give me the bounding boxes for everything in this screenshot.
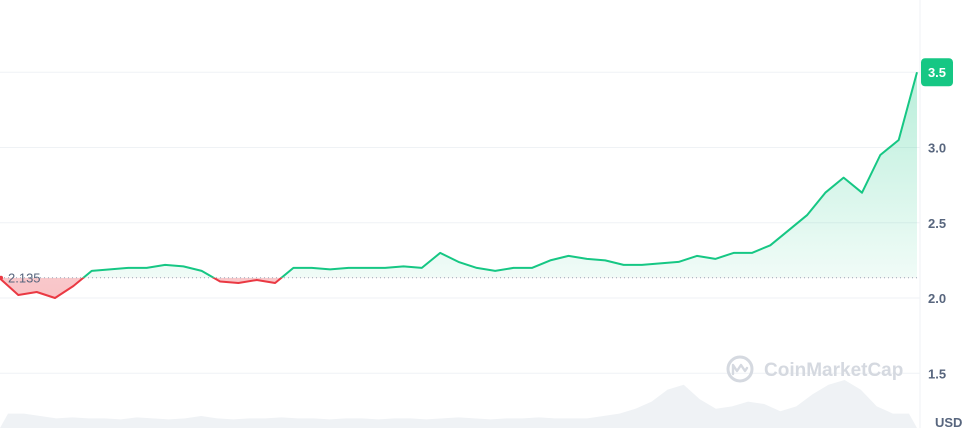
baseline-marker: 2.135 bbox=[0, 271, 41, 286]
baseline-label: 2.135 bbox=[8, 271, 41, 286]
volume-area bbox=[0, 380, 917, 428]
y-tick-label: 3.0 bbox=[928, 141, 946, 156]
y-tick-label: 1.5 bbox=[928, 366, 946, 381]
price-line bbox=[0, 71, 918, 299]
price-line-up bbox=[81, 71, 918, 278]
area-fill-down bbox=[0, 277, 282, 298]
y-tick-label: 2.5 bbox=[928, 216, 946, 231]
price-area bbox=[0, 72, 917, 298]
baseline-dot bbox=[0, 275, 3, 280]
y-tick-label: 2.0 bbox=[928, 291, 946, 306]
area-fill-up bbox=[0, 72, 917, 278]
coinmarketcap-watermark: CoinMarketCap bbox=[726, 355, 903, 383]
volume-bars bbox=[0, 380, 917, 428]
current-price-badge: 3.5 bbox=[921, 58, 953, 87]
watermark-text: CoinMarketCap bbox=[764, 360, 903, 381]
y-axis-ticks: 3.0 2.5 2.0 1.5 bbox=[928, 141, 946, 382]
coinmarketcap-logo-icon bbox=[726, 355, 754, 383]
current-price-label: 3.5 bbox=[928, 65, 946, 80]
unit-label: USD bbox=[935, 415, 962, 430]
grid-lines bbox=[0, 71, 920, 374]
current-price-badge-bg bbox=[921, 58, 953, 87]
